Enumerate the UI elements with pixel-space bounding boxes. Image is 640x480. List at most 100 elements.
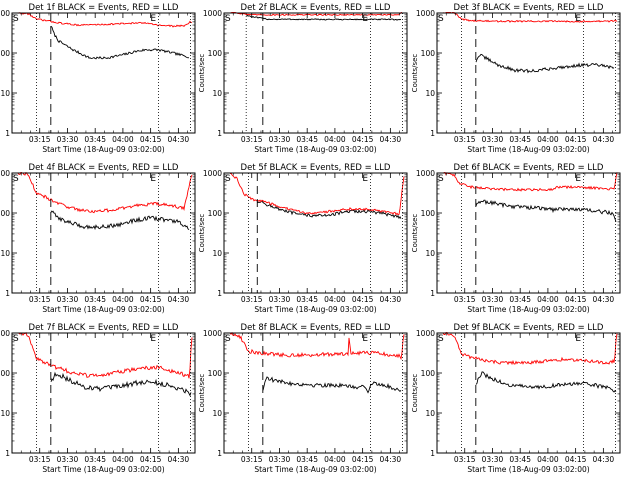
x-tick-label: 04:30 <box>168 135 190 144</box>
x-tick-label: 03:30 <box>269 135 291 144</box>
x-tick-label: 04:30 <box>380 295 402 304</box>
x-tick-label: 04:30 <box>593 135 615 144</box>
panel-title: Det 3f BLACK = Events, RED = LLD <box>454 3 604 13</box>
start-marker-label: S <box>225 174 231 184</box>
y-tick-label: 1000 <box>416 329 435 338</box>
lld-series-line <box>18 332 193 379</box>
plot-frame <box>436 172 621 294</box>
x-tick-label: 03:30 <box>57 135 79 144</box>
x-axis-label: Start Time (18-Aug-09 03:02:00) <box>42 465 164 474</box>
y-axis-label: Counts/sec <box>198 374 206 413</box>
plot-area <box>18 332 193 397</box>
x-tick-label: 04:00 <box>537 135 559 144</box>
start-marker-label: S <box>438 14 444 24</box>
panel-det-2f: Det 2f BLACK = Events, RED = LLD 1 10 100 10… <box>198 3 408 154</box>
panel-title: Det 8f BLACK = Events, RED = LLD <box>241 323 391 333</box>
x-tick-label: 03:15 <box>241 295 263 304</box>
end-marker-label: E <box>575 174 581 184</box>
plot-frame <box>223 12 408 134</box>
events-series-line <box>475 199 617 222</box>
start-marker-label: S <box>13 14 19 24</box>
start-marker-label: S <box>225 334 231 344</box>
y-tick-label: 10 <box>212 409 222 418</box>
x-axis-label: Start Time (18-Aug-09 03:02:00) <box>254 145 376 154</box>
y-axis-label: Counts/sec <box>411 214 419 253</box>
x-tick-label: 04:15 <box>352 295 374 304</box>
x-axis-label: Start Time (18-Aug-09 03:02:00) <box>254 305 376 314</box>
x-tick-label: 03:45 <box>509 455 531 464</box>
x-tick-label: 04:15 <box>565 295 587 304</box>
y-tick-label: 1 <box>217 289 222 298</box>
x-tick-label: 03:15 <box>454 295 476 304</box>
x-tick-label: 04:00 <box>112 455 134 464</box>
y-tick-label: 1000 <box>0 9 10 18</box>
x-tick-label: 03:30 <box>482 295 504 304</box>
x-tick-label: 04:00 <box>324 135 346 144</box>
x-tick-label: 03:45 <box>296 295 318 304</box>
x-tick-label: 04:00 <box>112 295 134 304</box>
panel-det-3f: Det 3f BLACK = Events, RED = LLD 1 10 100 10… <box>411 3 621 154</box>
events-series-line <box>50 371 192 397</box>
plot-area <box>442 332 618 393</box>
y-tick-label: 10 <box>0 89 10 98</box>
lld-series-line <box>17 172 193 214</box>
x-tick-label: 04:15 <box>565 135 587 144</box>
x-axis-label: Start Time (18-Aug-09 03:02:00) <box>42 305 164 314</box>
x-tick-label: 04:15 <box>140 455 162 464</box>
lld-series-line <box>230 12 402 17</box>
events-series-line <box>245 14 402 21</box>
x-tick-label: 03:30 <box>269 295 291 304</box>
plot-frame <box>11 12 196 134</box>
x-tick-label: 03:15 <box>454 135 476 144</box>
y-tick-label: 100 <box>208 369 223 378</box>
panel-title: Det 7f BLACK = Events, RED = LLD <box>29 323 179 333</box>
y-tick-label: 10 <box>0 249 10 258</box>
x-tick-label: 04:00 <box>537 295 559 304</box>
x-axis-label: Start Time (18-Aug-09 03:02:00) <box>42 145 164 154</box>
events-series-line <box>50 25 190 60</box>
y-tick-label: 1 <box>217 129 222 138</box>
y-tick-label: 1 <box>5 449 10 458</box>
y-tick-label: 100 <box>208 49 223 58</box>
plot-area <box>229 172 405 220</box>
y-tick-label: 100 <box>0 209 10 218</box>
y-tick-label: 100 <box>0 369 10 378</box>
plot-area <box>443 12 618 74</box>
events-series-line <box>475 53 615 74</box>
y-tick-label: 1 <box>5 129 10 138</box>
y-tick-label: 1000 <box>416 169 435 178</box>
x-tick-label: 04:15 <box>140 295 162 304</box>
x-tick-label: 03:45 <box>296 455 318 464</box>
panel-title: Det 2f BLACK = Events, RED = LLD <box>241 3 391 13</box>
x-tick-label: 04:30 <box>168 295 190 304</box>
events-series-line <box>475 371 617 393</box>
plot-frame <box>11 332 196 454</box>
x-axis-label: Start Time (18-Aug-09 03:02:00) <box>254 465 376 474</box>
plot-frame <box>223 332 408 454</box>
panel-title: Det 9f BLACK = Events, RED = LLD <box>454 323 604 333</box>
y-tick-label: 1000 <box>0 169 10 178</box>
end-marker-label: E <box>362 14 368 24</box>
plot-area <box>442 172 618 222</box>
start-marker-label: S <box>438 174 444 184</box>
y-tick-label: 1 <box>430 289 435 298</box>
lld-series-line <box>17 12 193 28</box>
y-tick-label: 1000 <box>203 169 222 178</box>
panel-det-1f: Det 1f BLACK = Events, RED = LLD 1 10 100 10… <box>0 3 196 154</box>
y-tick-label: 1000 <box>0 329 10 338</box>
x-tick-label: 04:15 <box>140 135 162 144</box>
x-tick-label: 03:15 <box>29 135 51 144</box>
plot-area <box>17 172 193 231</box>
x-tick-label: 04:15 <box>352 455 374 464</box>
x-tick-label: 03:30 <box>57 295 79 304</box>
x-tick-label: 04:30 <box>380 135 402 144</box>
panel-title: Det 4f BLACK = Events, RED = LLD <box>29 163 179 173</box>
y-tick-label: 1 <box>5 289 10 298</box>
y-axis-label: Counts/sec <box>198 214 206 253</box>
y-tick-label: 10 <box>0 409 10 418</box>
lld-series-line <box>229 332 405 361</box>
panel-det-9f: Det 9f BLACK = Events, RED = LLD 1 10 100 10… <box>411 323 621 474</box>
x-tick-label: 03:45 <box>296 135 318 144</box>
events-series-line <box>262 376 402 394</box>
